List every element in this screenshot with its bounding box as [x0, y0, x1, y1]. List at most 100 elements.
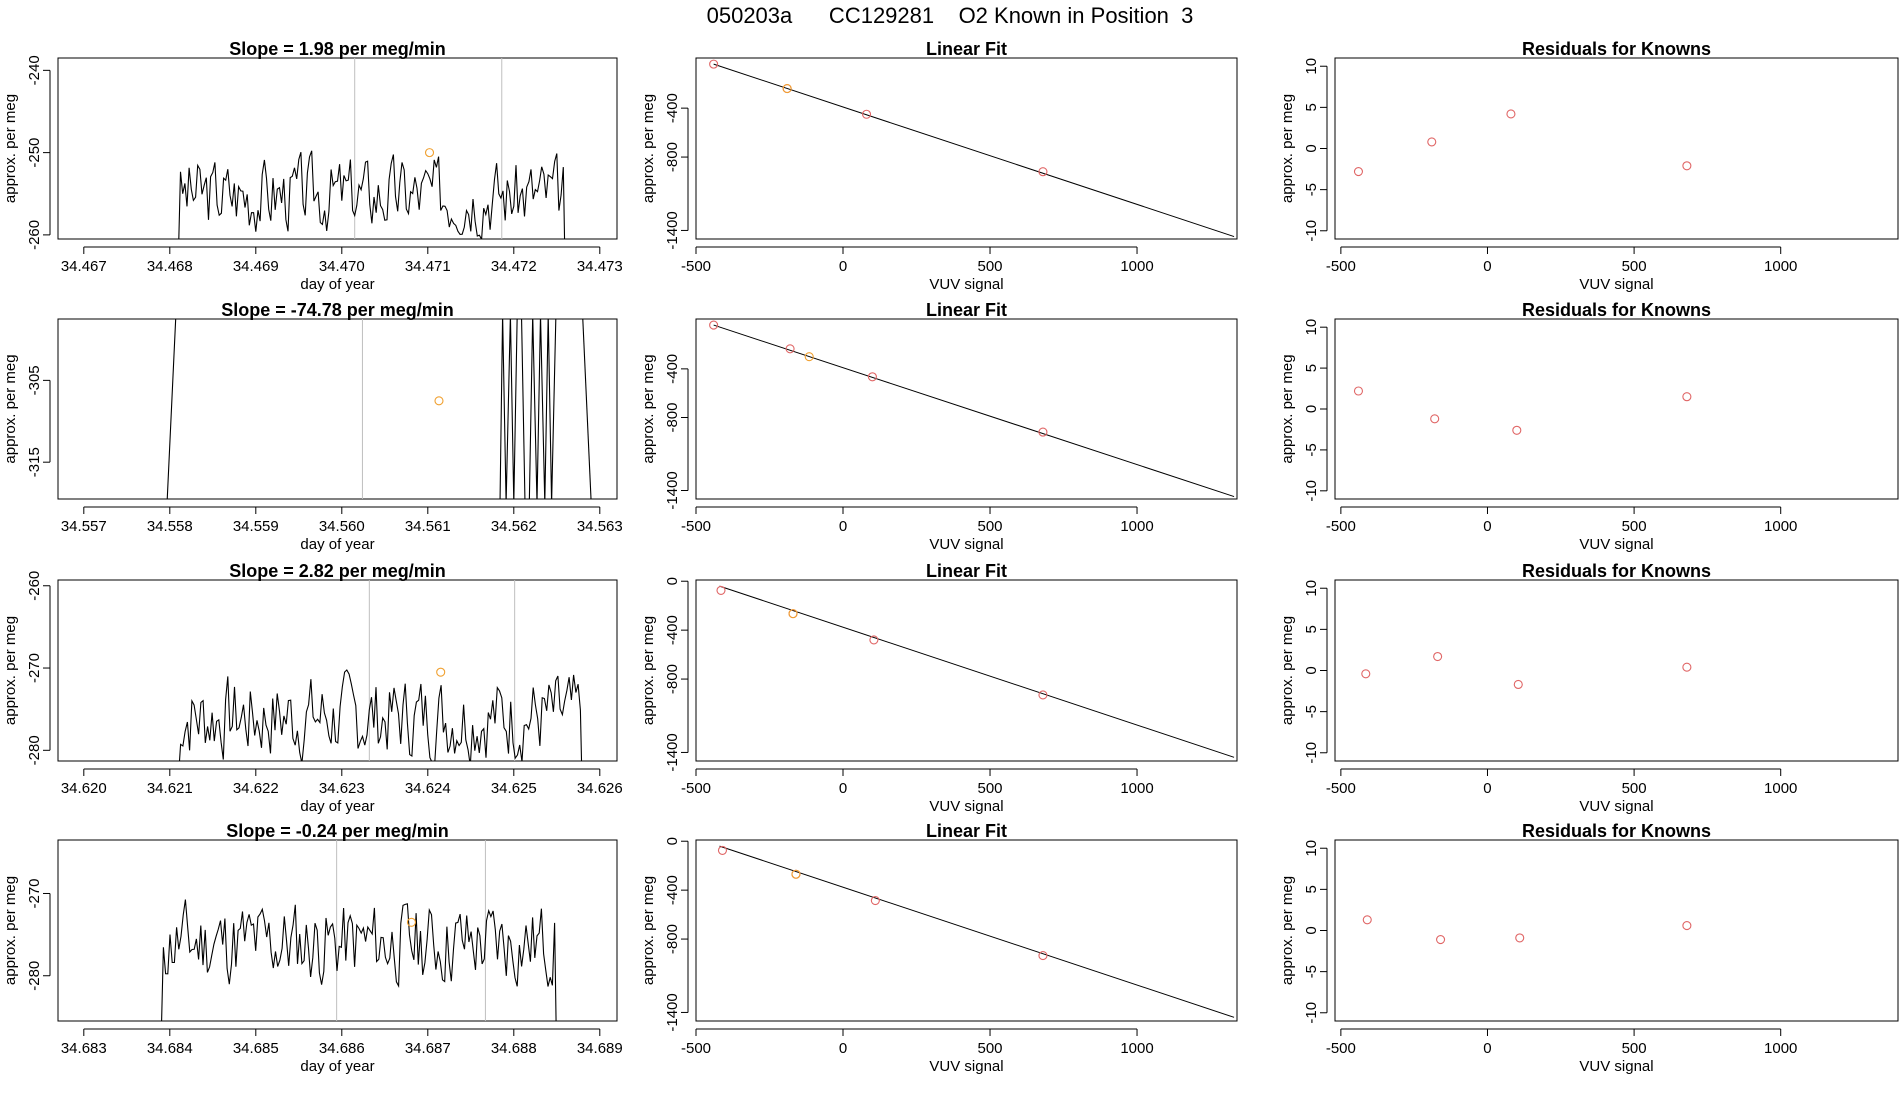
known-point	[716, 585, 726, 595]
chart-linear_fit-row-0: Linear Fit -500 0 500 1000 VUV signal -400 -800…	[640, 39, 1238, 293]
x-tick-label: 34.686	[319, 1040, 365, 1057]
y-tick-label: -5	[1303, 443, 1320, 456]
sample-point	[804, 352, 814, 362]
chart-title: Linear Fit	[926, 39, 1007, 59]
residual-point	[1353, 386, 1364, 396]
x-tick-label: 1000	[1764, 518, 1797, 535]
x-tick-label: 34.684	[147, 1040, 193, 1057]
page-title: 050203a CC129281 O2 Known in Position 3	[706, 3, 1194, 28]
x-tick-label: 34.562	[491, 518, 537, 535]
x-tick-label: 34.468	[147, 258, 193, 275]
x-axis-label: day of year	[300, 1058, 374, 1075]
y-tick-label: -1400	[664, 211, 681, 249]
y-tick-label: -800	[664, 402, 681, 432]
y-tick-label: 10	[1303, 58, 1320, 75]
plot-frame	[1334, 839, 1899, 1022]
residual-point	[1427, 137, 1437, 147]
x-tick-label: 500	[978, 1040, 1003, 1057]
chart-title: Residuals for Knowns	[1522, 300, 1711, 320]
y-tick-label: -10	[1303, 1002, 1320, 1024]
fit-line	[719, 845, 1235, 1018]
residual-point	[1513, 679, 1523, 690]
sample-point	[782, 84, 792, 94]
x-tick-label: 34.563	[577, 518, 623, 535]
fit-line	[719, 585, 1235, 758]
chart-title: Residuals for Knowns	[1522, 39, 1711, 59]
x-tick-label: 500	[978, 780, 1003, 797]
y-tick-label: 10	[1303, 840, 1320, 857]
x-axis-label: VUV signal	[929, 276, 1003, 293]
plot-area	[166, 319, 592, 499]
y-tick-label: -400	[664, 93, 681, 123]
x-tick-label: 34.622	[233, 780, 279, 797]
x-tick-label: 34.561	[405, 518, 451, 535]
y-tick-label: -10	[1303, 480, 1320, 502]
chart-title: Linear Fit	[926, 561, 1007, 581]
y-tick-label: 0	[664, 577, 681, 585]
x-tick-label: 0	[1483, 258, 1491, 275]
x-tick-label: 34.685	[233, 1040, 279, 1057]
y-tick-label: -240	[26, 55, 43, 85]
sample-point	[424, 148, 435, 158]
chart-linear_fit-row-3: Linear Fit -500 0 500 1000 VUV signal 0 -400 -80…	[640, 821, 1238, 1075]
y-axis-label: approx. per meg	[2, 876, 19, 985]
signal-trace	[178, 150, 566, 239]
x-tick-label: -500	[681, 1040, 711, 1057]
plot-area	[1353, 109, 1692, 177]
plot-frame	[57, 839, 618, 1022]
x-tick-label: 34.470	[319, 258, 365, 275]
residual-point	[1512, 425, 1522, 435]
residual-point	[1682, 392, 1692, 402]
x-tick-label: 34.560	[319, 518, 365, 535]
x-axis-label: VUV signal	[929, 536, 1003, 553]
x-tick-label: 0	[1483, 518, 1491, 535]
x-tick-label: 500	[978, 258, 1003, 275]
y-tick-label: -315	[26, 447, 43, 477]
x-axis-label: VUV signal	[929, 1058, 1003, 1075]
chart-timeseries-row-1: Slope = -74.78 per meg/min 34.557 34.558 34…	[2, 300, 623, 553]
plot-frame	[57, 579, 618, 762]
y-axis-label: approx. per meg	[2, 354, 19, 463]
x-tick-label: 34.558	[147, 518, 193, 535]
y-tick-label: -400	[664, 354, 681, 384]
y-tick-label: -800	[664, 664, 681, 694]
residual-point	[1436, 934, 1446, 945]
y-tick-label: -5	[1303, 965, 1320, 978]
x-tick-label: 1000	[1764, 780, 1797, 797]
x-tick-label: 0	[839, 1040, 847, 1057]
fit-line	[713, 324, 1235, 498]
x-tick-label: 0	[1483, 1040, 1491, 1057]
sample-point	[434, 396, 444, 406]
chart-title: Linear Fit	[926, 300, 1007, 320]
chart-timeseries-row-0: Slope = 1.98 per meg/min 34.467 34.468 34.4…	[2, 39, 623, 293]
residual-point	[1682, 921, 1692, 931]
y-tick-label: -1400	[664, 471, 681, 509]
y-tick-label: -260	[26, 571, 43, 601]
y-tick-label: -400	[664, 875, 681, 905]
known-point	[1038, 427, 1048, 437]
chart-residuals-row-1: Residuals for Knowns -500 0 500 1000 VUV sign…	[1279, 300, 1899, 553]
x-tick-label: 500	[978, 518, 1003, 535]
chart-linear_fit-row-2: Linear Fit -500 0 500 1000 VUV signal 0 -400 -80…	[640, 561, 1238, 815]
x-tick-label: 34.557	[61, 518, 107, 535]
residual-point	[1682, 662, 1692, 672]
x-tick-label: -500	[1326, 780, 1356, 797]
x-tick-label: 34.687	[405, 1040, 451, 1057]
residual-point	[1433, 651, 1443, 662]
residual-point	[1361, 669, 1371, 679]
y-tick-label: 0	[1303, 405, 1320, 413]
x-tick-label: 34.473	[577, 258, 623, 275]
residual-point	[1682, 161, 1692, 171]
y-tick-label: -10	[1303, 742, 1320, 764]
y-tick-label: -305	[26, 365, 43, 395]
chart-title: Slope = -74.78 per meg/min	[221, 300, 454, 320]
signal-trace	[166, 319, 177, 499]
chart-title: Linear Fit	[926, 821, 1007, 841]
y-tick-label: -5	[1303, 705, 1320, 718]
sample-point	[788, 609, 798, 619]
y-tick-label: -1400	[664, 993, 681, 1031]
plot-frame	[1334, 57, 1899, 240]
x-axis-label: day of year	[300, 798, 374, 815]
plot-area	[1361, 651, 1692, 690]
x-axis-label: day of year	[300, 276, 374, 293]
